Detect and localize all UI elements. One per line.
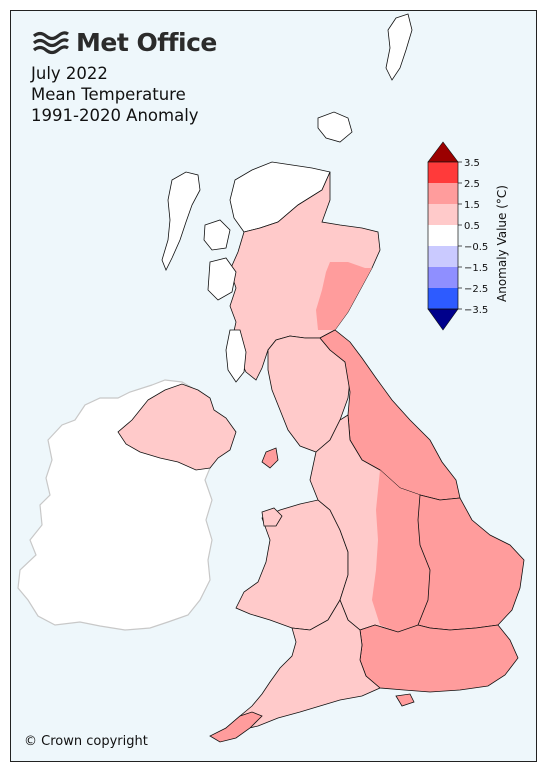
title-baseline: 1991-2020 Anomaly [31, 106, 199, 125]
region-midlands-east-patch [372, 470, 430, 632]
colorbar-tick-label: 1.5 [464, 200, 480, 211]
met-office-waves-icon [32, 30, 69, 54]
title-variable: Mean Temperature [31, 85, 186, 104]
colorbar-band-neg3.5-neg2.5 [428, 288, 458, 309]
colorbar-tick-label: 2.5 [464, 179, 480, 190]
colorbar-band-neg2.5-neg1.5 [428, 267, 458, 288]
colorbar-band-neg1.5-neg0.5 [428, 246, 458, 267]
anglesey [261, 507, 283, 527]
colorbar-tick-label: 3.5 [464, 158, 480, 169]
map-title: July 2022 Mean Temperature 1991-2020 Ano… [31, 63, 199, 126]
region-northern-ireland [117, 383, 237, 471]
colorbar-title: Anomaly Value (°C) [495, 185, 509, 302]
skye [203, 219, 231, 251]
colorbar: 3.5 2.5 1.5 0.5 −0.5 −1.5 −2.5 −3.5 Anom… [427, 141, 509, 331]
isle-of-wight [395, 693, 415, 707]
western-isles [161, 171, 201, 271]
brand-name: Met Office [76, 28, 217, 57]
title-period: July 2022 [31, 64, 108, 83]
orkney [317, 111, 353, 143]
colorbar-ticks [458, 161, 462, 310]
region-east-anglia [417, 494, 525, 631]
colorbar-tick-label: −1.5 [464, 263, 488, 274]
kintyre [225, 329, 247, 383]
colorbar-tick-label: −2.5 [464, 284, 488, 295]
colorbar-band-1.5-2.5 [428, 183, 458, 204]
isle-of-man [261, 447, 279, 469]
met-office-logo: Met Office [32, 28, 217, 57]
colorbar-tick-label: 0.5 [464, 221, 480, 232]
colorbar-over-triangle [427, 141, 459, 163]
region-south-east-england [359, 624, 519, 693]
region-wales [235, 499, 349, 631]
colorbar-band-2.5-3.5 [428, 162, 458, 183]
colorbar-under-triangle [427, 308, 459, 331]
copyright-notice: © Crown copyright [24, 734, 148, 749]
region-south-west-england [225, 599, 381, 731]
inner-hebrides [207, 257, 237, 301]
colorbar-outline [427, 161, 459, 310]
colorbar-tick-label: −3.5 [464, 305, 488, 316]
colorbar-tick-label: −0.5 [464, 242, 488, 253]
region-cornwall [209, 711, 263, 743]
shetland [385, 13, 413, 81]
colorbar-band-0.5-1.5 [428, 204, 458, 225]
region-east-scotland-patch [316, 262, 372, 330]
colorbar-band-neg0.5-0.5 [428, 225, 458, 246]
